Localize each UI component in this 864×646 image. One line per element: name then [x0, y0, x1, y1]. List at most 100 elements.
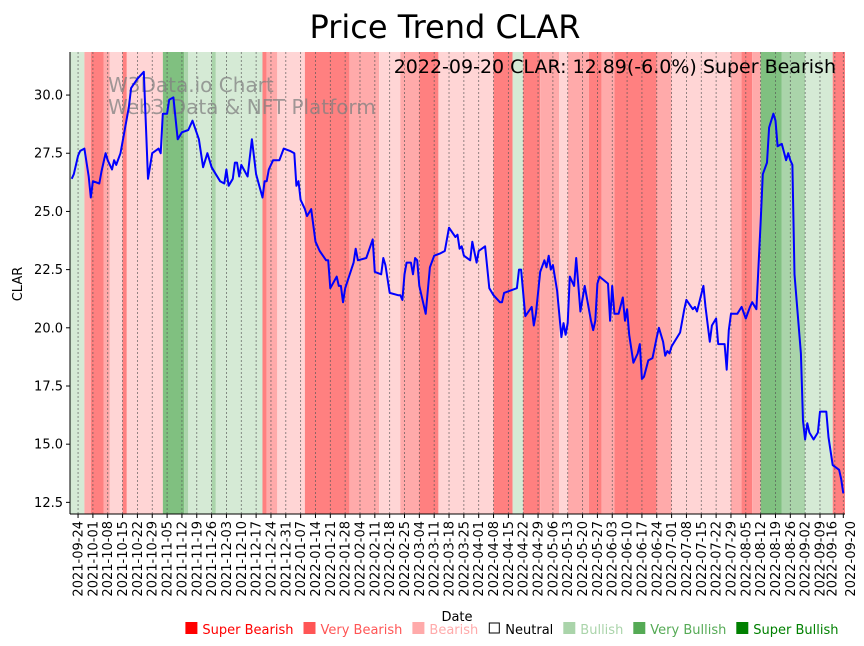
x-tick-label: 2022-03-11 — [428, 521, 443, 597]
y-tick-label: 12.5 — [34, 496, 63, 511]
sentiment-band — [304, 52, 350, 514]
x-tick-label: 2021-12-31 — [279, 521, 294, 597]
sentiment-band — [438, 52, 494, 514]
x-tick-label: 2022-07-22 — [710, 521, 725, 597]
sentiment-band — [588, 52, 602, 514]
sentiment-band — [614, 52, 657, 514]
sentiment-band — [805, 52, 833, 514]
legend-item: Bullish — [563, 622, 623, 638]
x-tick-label: 2021-12-17 — [250, 521, 265, 597]
legend-item: Very Bearish — [303, 622, 403, 638]
sentiment-band — [379, 52, 401, 514]
x-tick-label: 2022-06-17 — [635, 521, 650, 597]
sentiment-band — [540, 52, 560, 514]
x-tick-label: 2021-11-05 — [161, 521, 176, 597]
x-tick-label: 2022-09-16 — [825, 521, 840, 597]
x-tick-label: 2021-10-15 — [116, 521, 131, 597]
x-tick-label: 2022-06-03 — [606, 521, 621, 597]
sentiment-band — [262, 52, 267, 514]
x-tick-label: 2022-05-06 — [546, 521, 561, 597]
x-tick-label: 2022-01-28 — [339, 521, 354, 597]
legend-label: Super Bullish — [753, 623, 838, 638]
x-tick-label: 2021-12-10 — [235, 521, 250, 597]
x-tick-label: 2022-02-11 — [368, 521, 383, 597]
x-tick-label: 2021-10-29 — [146, 521, 161, 597]
sentiment-band — [184, 52, 189, 514]
sentiment-band — [70, 52, 85, 514]
x-tick-label: 2022-07-15 — [695, 521, 710, 597]
sentiment-band — [109, 52, 123, 514]
x-tick-label: 2021-11-12 — [175, 521, 190, 597]
x-tick-label: 2022-09-09 — [813, 521, 828, 597]
x-gridlines — [77, 52, 844, 514]
sentiment-band — [122, 52, 127, 514]
x-tick-label: 2022-07-08 — [680, 521, 695, 597]
sentiment-band — [400, 52, 420, 514]
legend-swatch — [633, 622, 646, 634]
chart-title: Price Trend CLAR — [309, 8, 580, 46]
sentiment-band — [349, 52, 380, 514]
x-tick-label: 2022-09-02 — [799, 521, 814, 597]
watermark-line-2: Web3 Data & NFT Platform — [108, 95, 376, 119]
legend-label: Bearish — [429, 623, 478, 638]
x-tick-label: 2021-11-19 — [190, 521, 205, 597]
sentiment-band — [741, 52, 753, 514]
y-tick-label: 25.0 — [34, 205, 63, 220]
sentiment-band — [730, 52, 742, 514]
x-tick-label: 2022-09-20 — [844, 521, 859, 597]
x-tick-label: 2021-09-24 — [72, 521, 87, 597]
x-tick-label: 2022-07-01 — [665, 521, 680, 597]
x-tick-label: 2022-01-14 — [309, 521, 324, 597]
sentiment-bands — [70, 52, 845, 514]
x-tick-label: 2022-08-05 — [739, 521, 754, 597]
legend-label: Very Bullish — [650, 623, 726, 638]
x-tick-label: 2022-04-15 — [502, 521, 517, 597]
legend-label: Super Bearish — [202, 623, 293, 638]
x-tick-label: 2022-02-18 — [383, 521, 398, 597]
x-tick-label: 2021-10-08 — [101, 521, 116, 597]
x-tick-label: 2022-03-25 — [457, 521, 472, 597]
x-tick-label: 2022-04-22 — [517, 521, 532, 597]
x-tick-label: 2022-04-01 — [472, 521, 487, 597]
sentiment-band — [523, 52, 541, 514]
sentiment-band — [266, 52, 278, 514]
legend-swatch — [488, 622, 500, 634]
legend-item: Very Bullish — [633, 622, 726, 638]
y-tick-label: 30.0 — [34, 89, 63, 104]
price-line — [70, 70, 845, 494]
legend-label: Very Bearish — [321, 623, 403, 638]
sentiment-band — [84, 52, 91, 514]
sentiment-band — [215, 52, 263, 514]
x-tick-label: 2022-08-19 — [769, 521, 784, 597]
y-tick-label: 17.5 — [34, 379, 63, 394]
x-axis-label: Date — [441, 610, 472, 625]
sentiment-band — [493, 52, 513, 514]
x-tick-label: 2022-05-27 — [591, 521, 606, 597]
sentiment-band — [162, 52, 185, 514]
sentiment-band — [126, 52, 163, 514]
x-tick-label: 2022-07-29 — [724, 521, 739, 597]
y-tick-label: 22.5 — [34, 263, 63, 278]
x-tick-label: 2022-03-04 — [413, 521, 428, 597]
x-tick-label: 2022-06-10 — [621, 521, 636, 597]
sentiment-band — [752, 52, 761, 514]
legend-item: Bearish — [412, 622, 478, 638]
x-tick-label: 2022-04-29 — [532, 521, 547, 597]
sentiment-band — [656, 52, 672, 514]
x-tick-label: 2022-05-20 — [576, 521, 591, 597]
x-tick-label: 2021-10-01 — [86, 521, 101, 597]
legend: Super Bearish Very Bearish Bearish Neutral B… — [185, 622, 839, 638]
x-tick-label: 2022-03-18 — [443, 521, 458, 597]
legend-label: Bullish — [580, 623, 623, 638]
y-ticks: 12.5 15.0 17.5 20.0 22.5 25.0 27.5 30.0 — [34, 89, 70, 511]
x-tick-label: 2022-01-07 — [294, 521, 309, 597]
sentiment-band — [90, 52, 104, 514]
legend-label: Neutral — [505, 623, 553, 638]
x-tick-label: 2022-04-08 — [487, 521, 502, 597]
y-tick-label: 20.0 — [34, 321, 63, 336]
legend-item: Super Bullish — [736, 622, 839, 638]
legend-item: Neutral — [488, 622, 553, 638]
x-tick-label: 2021-12-03 — [220, 521, 235, 597]
legend-swatch — [412, 622, 425, 634]
